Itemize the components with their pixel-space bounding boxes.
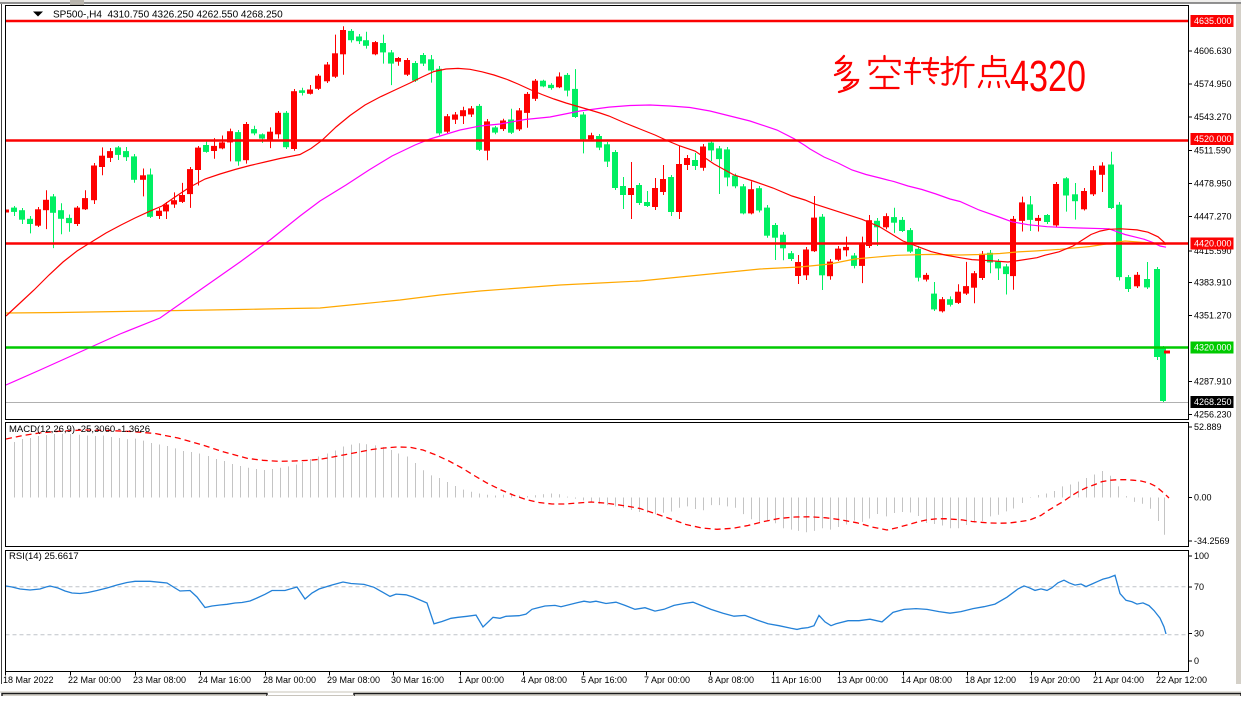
svg-text:SP500-,H4 4310.750 4326.250 4: SP500-,H4 4310.750 4326.250 4262.550 426… (53, 10, 283, 21)
svg-text:30: 30 (1194, 629, 1204, 639)
svg-text:0.00: 0.00 (1194, 493, 1212, 503)
svg-text:MACD(12,26,9) -25,3060 -1.3626: MACD(12,26,9) -25,3060 -1.3626 (9, 424, 150, 435)
svg-text:4635.000: 4635.000 (1194, 16, 1232, 26)
svg-text:23 Mar 08:00: 23 Mar 08:00 (133, 675, 186, 685)
svg-text:29 Mar 08:00: 29 Mar 08:00 (327, 675, 380, 685)
svg-text:0: 0 (1194, 656, 1199, 666)
svg-text:4606.630: 4606.630 (1194, 46, 1232, 56)
svg-text:4415.590: 4415.590 (1194, 246, 1232, 256)
svg-text:70: 70 (1194, 582, 1204, 592)
svg-text:1 Apr 00:00: 1 Apr 00:00 (458, 675, 504, 685)
svg-text:18 Apr 12:00: 18 Apr 12:00 (965, 675, 1016, 685)
svg-text:4511.590: 4511.590 (1194, 146, 1231, 156)
svg-text:4268.250: 4268.250 (1194, 397, 1232, 407)
svg-text:7 Apr 00:00: 7 Apr 00:00 (644, 675, 690, 685)
svg-text:4543.270: 4543.270 (1194, 112, 1232, 122)
svg-text:28 Mar 00:00: 28 Mar 00:00 (263, 675, 316, 685)
svg-text:5 Apr 16:00: 5 Apr 16:00 (581, 675, 627, 685)
svg-text:4478.950: 4478.950 (1194, 179, 1232, 189)
svg-text:4 Apr 08:00: 4 Apr 08:00 (521, 675, 567, 685)
svg-text:4351.270: 4351.270 (1194, 311, 1232, 321)
svg-text:-34.2569: -34.2569 (1194, 536, 1230, 546)
svg-text:8 Apr 08:00: 8 Apr 08:00 (708, 675, 754, 685)
svg-text:30 Mar 16:00: 30 Mar 16:00 (391, 675, 444, 685)
svg-text:14 Apr 08:00: 14 Apr 08:00 (901, 675, 952, 685)
svg-text:24 Mar 16:00: 24 Mar 16:00 (198, 675, 251, 685)
svg-text:100: 100 (1194, 551, 1209, 561)
svg-text:4520.000: 4520.000 (1194, 134, 1232, 144)
svg-text:RSI(14) 25.6617: RSI(14) 25.6617 (9, 551, 79, 562)
svg-text:4574.950: 4574.950 (1194, 79, 1232, 89)
svg-text:4420.000: 4420.000 (1194, 239, 1232, 249)
svg-text:11 Apr 16:00: 11 Apr 16:00 (771, 675, 821, 685)
svg-text:4320: 4320 (1010, 52, 1086, 101)
svg-text:52.889: 52.889 (1194, 422, 1222, 432)
svg-text:22 Mar 00:00: 22 Mar 00:00 (68, 675, 121, 685)
svg-text:4383.910: 4383.910 (1194, 278, 1232, 288)
svg-text:19 Apr 20:00: 19 Apr 20:00 (1029, 675, 1080, 685)
svg-text:13 Apr 00:00: 13 Apr 00:00 (837, 675, 888, 685)
svg-text:21 Apr 04:00: 21 Apr 04:00 (1093, 675, 1144, 685)
svg-text:4447.270: 4447.270 (1194, 212, 1232, 222)
svg-text:4320.000: 4320.000 (1194, 343, 1232, 353)
svg-text:22 Apr 12:00: 22 Apr 12:00 (1156, 675, 1207, 685)
svg-text:4287.910: 4287.910 (1194, 377, 1232, 387)
svg-text:4256.230: 4256.230 (1194, 410, 1232, 420)
svg-text:18 Mar 2022: 18 Mar 2022 (3, 675, 54, 685)
